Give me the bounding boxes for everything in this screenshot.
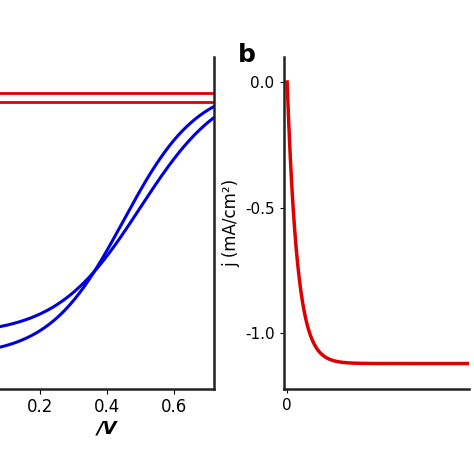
Text: b: b bbox=[237, 43, 255, 67]
Y-axis label: j (mA/cm²): j (mA/cm²) bbox=[223, 179, 241, 267]
X-axis label: /V: /V bbox=[97, 419, 117, 437]
